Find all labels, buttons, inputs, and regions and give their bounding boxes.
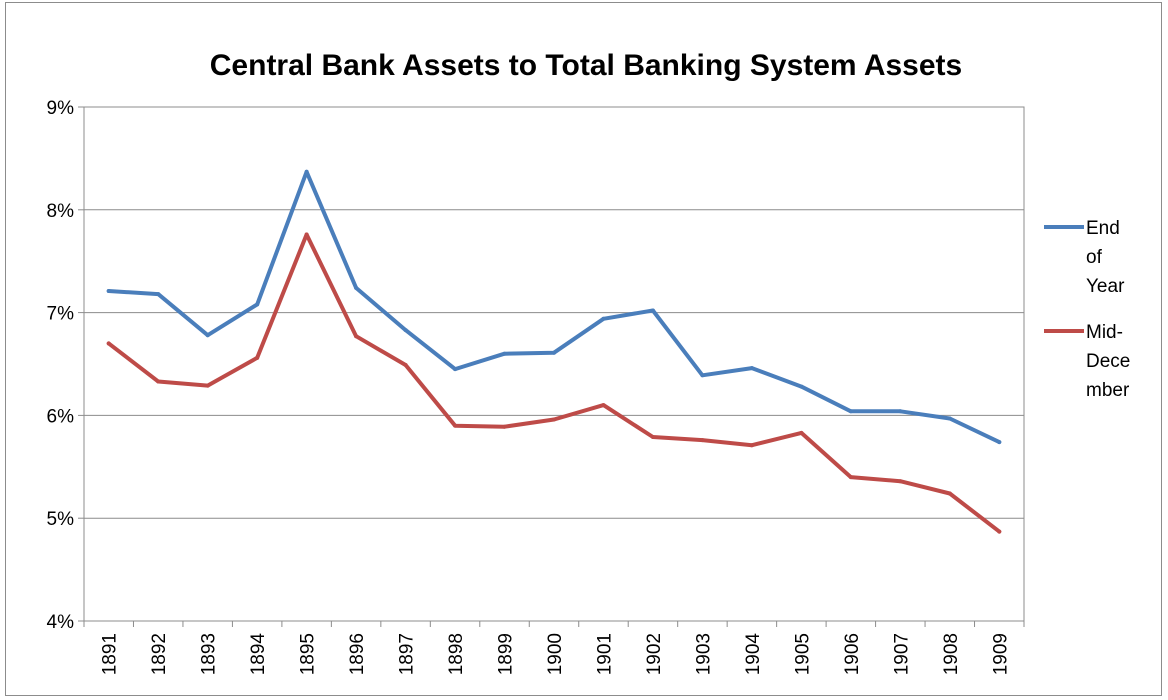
legend-label: Year bbox=[1086, 276, 1125, 297]
data-point bbox=[552, 417, 556, 422]
series-line bbox=[106, 232, 1002, 534]
data-point bbox=[601, 403, 606, 408]
data-point bbox=[601, 316, 606, 321]
series-line bbox=[106, 169, 1002, 445]
data-point bbox=[255, 302, 260, 307]
data-point bbox=[650, 308, 655, 313]
series bbox=[106, 169, 1002, 445]
gridlines bbox=[84, 209, 1024, 519]
y-tick-label: 6% bbox=[47, 406, 75, 427]
data-point bbox=[848, 475, 853, 480]
data-point bbox=[106, 341, 111, 346]
x-tick-label: 1904 bbox=[743, 633, 764, 676]
data-point bbox=[749, 366, 754, 371]
x-tick-label: 1907 bbox=[891, 633, 912, 675]
data-point bbox=[947, 491, 952, 496]
data-point bbox=[453, 423, 458, 428]
data-point bbox=[304, 232, 309, 237]
legend-label: End bbox=[1086, 218, 1120, 239]
data-point bbox=[799, 430, 804, 435]
y-tick-label: 4% bbox=[47, 612, 75, 633]
legend: End of Year Mid- Dece mber bbox=[1044, 218, 1130, 401]
y-tick-label: 8% bbox=[47, 201, 75, 222]
x-tick-label: 1897 bbox=[397, 633, 418, 675]
x-tick-label: 1894 bbox=[248, 633, 269, 676]
x-axis: 1891 1892 1893 1894 1895 1896 1897 1898 1899 1900… bbox=[83, 621, 1025, 676]
data-point bbox=[997, 440, 1002, 445]
data-point bbox=[700, 438, 705, 443]
y-tick-label: 5% bbox=[47, 509, 75, 530]
legend-item: End of Year bbox=[1044, 218, 1125, 297]
data-point bbox=[403, 328, 408, 333]
data-point bbox=[749, 443, 754, 448]
data-point bbox=[799, 384, 804, 389]
data-point bbox=[156, 379, 161, 384]
data-point bbox=[947, 416, 952, 421]
x-tick-label: 1893 bbox=[199, 633, 220, 675]
y-axis: 4% 5% 6% 7% 8% 9% bbox=[47, 98, 84, 633]
x-tick-label: 1899 bbox=[496, 633, 517, 675]
x-tick-label: 1906 bbox=[842, 633, 863, 675]
x-tick-label: 1895 bbox=[298, 633, 319, 675]
chart-title: Central Bank Assets to Total Banking Sys… bbox=[210, 49, 962, 82]
chart-frame: Central Bank Assets to Total Banking Sys… bbox=[5, 2, 1162, 696]
data-point bbox=[502, 351, 507, 356]
y-tick-label: 9% bbox=[47, 98, 75, 119]
legend-label: of bbox=[1086, 247, 1103, 268]
data-point bbox=[898, 409, 903, 414]
x-tick-label: 1903 bbox=[693, 633, 714, 675]
x-tick-label: 1891 bbox=[100, 633, 121, 675]
data-point bbox=[205, 333, 210, 338]
x-tick-label: 1908 bbox=[941, 633, 962, 675]
x-tick-label: 1909 bbox=[990, 633, 1011, 675]
data-point bbox=[205, 383, 210, 388]
data-point bbox=[898, 479, 903, 484]
x-tick-label: 1901 bbox=[594, 633, 615, 675]
data-point bbox=[354, 334, 359, 339]
data-point bbox=[453, 367, 458, 372]
x-tick-label: 1898 bbox=[446, 633, 467, 675]
data-point bbox=[106, 289, 111, 294]
data-point bbox=[700, 373, 705, 378]
plot-area-border bbox=[83, 106, 1025, 622]
data-point bbox=[848, 409, 853, 414]
x-tick-label: 1902 bbox=[644, 633, 665, 675]
x-tick-label: 1896 bbox=[347, 633, 368, 675]
data-point bbox=[156, 292, 161, 297]
y-tick-label: 7% bbox=[47, 304, 75, 325]
series-layer bbox=[106, 169, 1002, 534]
data-point bbox=[403, 363, 408, 368]
data-point bbox=[997, 529, 1002, 534]
data-point bbox=[354, 285, 359, 290]
legend-label: Mid- bbox=[1086, 322, 1123, 343]
x-tick-label: 1892 bbox=[149, 633, 170, 675]
x-tick-label: 1900 bbox=[545, 633, 566, 675]
series bbox=[106, 232, 1002, 534]
data-point bbox=[304, 169, 309, 174]
legend-label: Dece bbox=[1086, 351, 1130, 372]
line-chart: Central Bank Assets to Total Banking Sys… bbox=[47, 49, 1131, 676]
data-point bbox=[650, 434, 655, 439]
data-point bbox=[552, 350, 556, 355]
legend-item: Mid- Dece mber bbox=[1044, 322, 1130, 401]
data-point bbox=[502, 424, 507, 429]
legend-label: mber bbox=[1086, 380, 1130, 401]
data-point bbox=[255, 355, 260, 360]
x-tick-label: 1905 bbox=[792, 633, 813, 675]
